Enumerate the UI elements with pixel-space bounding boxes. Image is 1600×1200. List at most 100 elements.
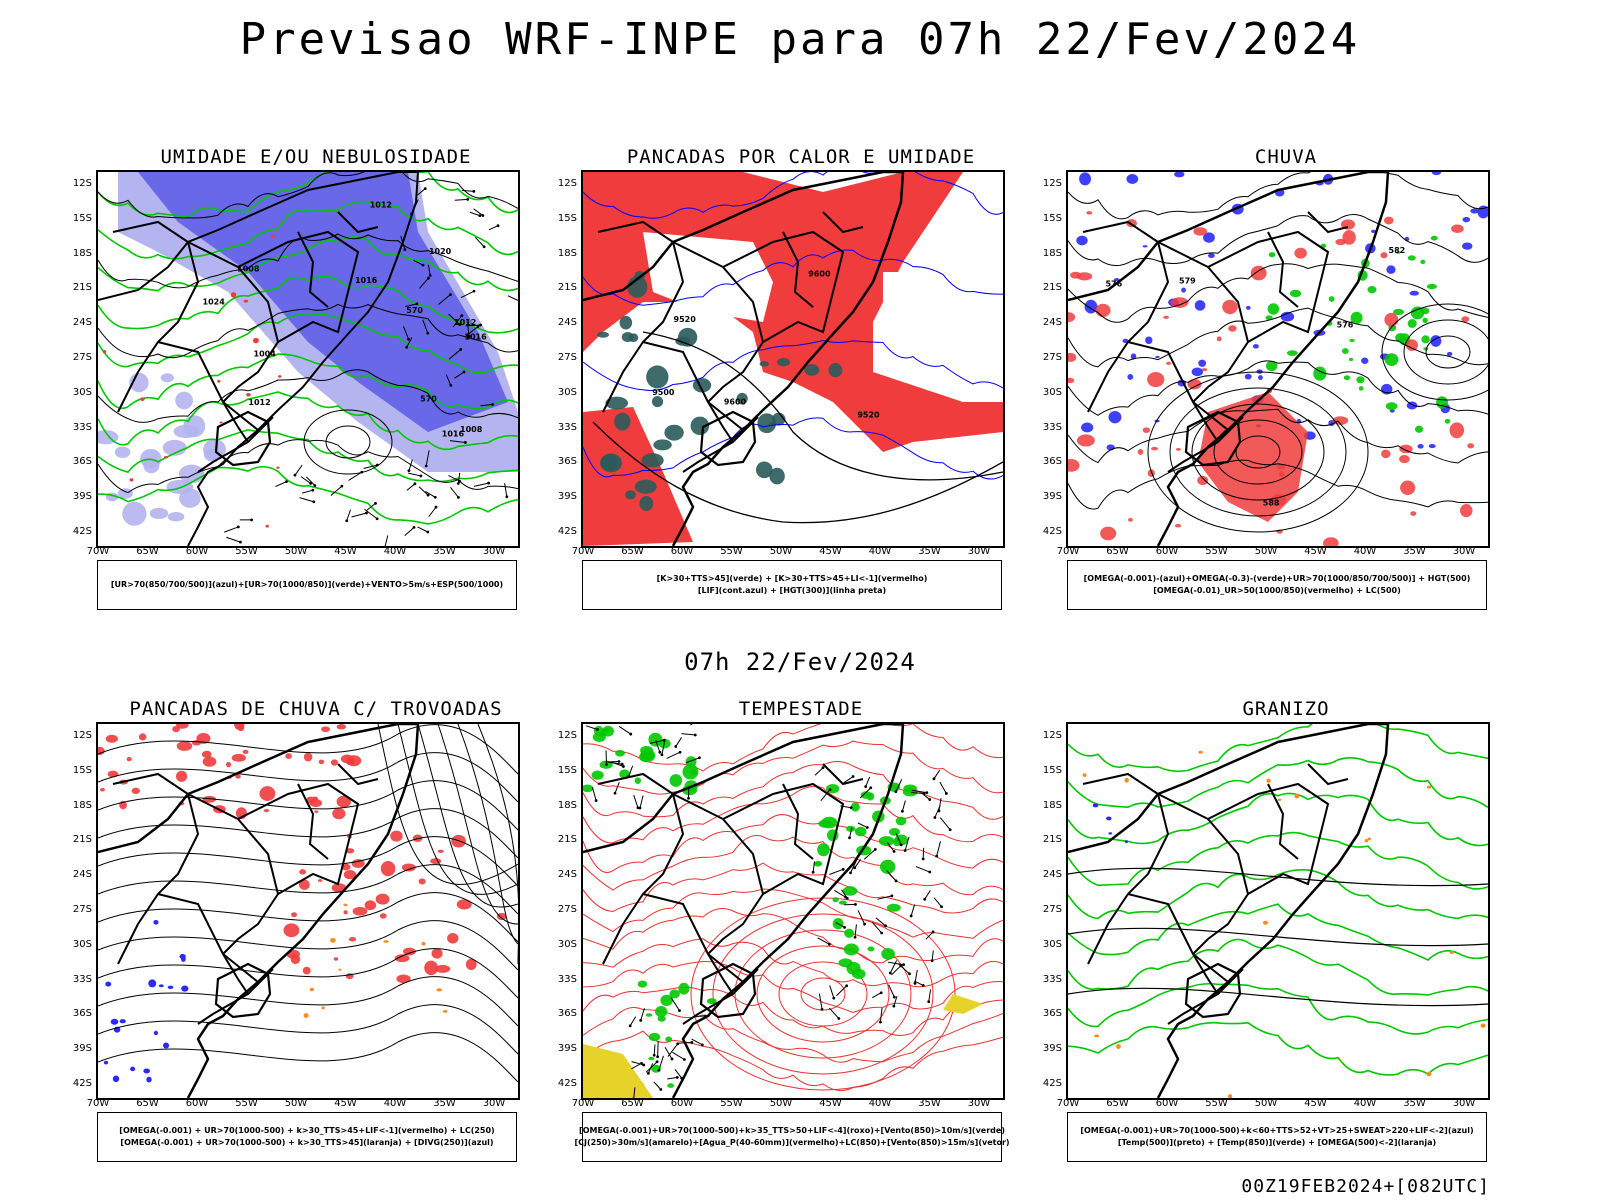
wind-vector-head (927, 1000, 931, 1004)
omega-green-speckle (1289, 289, 1302, 298)
country-border (1082, 772, 1170, 965)
wind-vector (450, 486, 459, 498)
wind-vector (925, 931, 934, 940)
thunder-red-area (126, 757, 132, 762)
wind-vector-head (476, 325, 480, 328)
omega-green-speckle (1392, 308, 1404, 315)
uruguay-border (699, 410, 757, 467)
wind-vector-head (922, 792, 926, 795)
thunder-red-area (364, 900, 377, 911)
wind-vector-head (491, 403, 494, 406)
legend-line: [OMEGA(-0.01)_UR>50(1000/850)(vermelho) … (1153, 586, 1401, 595)
lifted-index-contour (583, 249, 1003, 306)
thunder-red-area (235, 774, 241, 779)
longitude-tick-label: 70W (571, 1098, 595, 1109)
wind-vector-head (459, 348, 463, 351)
wind-vector (834, 889, 846, 898)
contour-label: 582 (1389, 246, 1406, 255)
latitude-tick-label: 12S (557, 730, 577, 741)
wind850-green-area (888, 827, 901, 836)
wind-vector (877, 895, 893, 900)
wind-vector-head (613, 791, 617, 795)
wind-vector-head (426, 530, 430, 534)
panel-title: GRANIZO (1242, 698, 1330, 720)
wind-vector (454, 198, 468, 201)
longitude-tick-label: 35W (1403, 1098, 1426, 1109)
latitude-tick-label: 21S (557, 282, 577, 294)
wind850-green-area (850, 802, 860, 812)
thickness-mark (278, 375, 282, 378)
humidity-patch (149, 507, 169, 519)
moisture-teal-area (619, 315, 633, 330)
wind-vector (933, 897, 942, 908)
humidity-green-contour (98, 200, 518, 260)
longitude-tick-label: 35W (918, 1098, 941, 1109)
rain-red-speckle (1068, 312, 1076, 323)
wind-vector (657, 1041, 659, 1057)
wind-vector-head (293, 473, 297, 477)
country-border (297, 783, 329, 860)
wind-vector (910, 904, 916, 917)
wind-vector (814, 767, 824, 776)
wind-vector-head (892, 850, 896, 853)
omega-blue-speckle (1258, 375, 1263, 381)
thunder-red-area (201, 750, 212, 758)
thunder-red-area (309, 799, 323, 808)
wind-vector-head (902, 963, 906, 967)
pressure-contour (98, 172, 518, 219)
latitude-tick-label: 12S (72, 730, 92, 741)
wind-vector-head (433, 495, 437, 499)
latitude-tick-label: 39S (1042, 1043, 1062, 1055)
precipitable-water-contour (778, 961, 868, 1027)
wind-vector-head (944, 792, 948, 795)
wind-vector-head (930, 959, 934, 963)
divergence-blue-mark (181, 985, 189, 992)
wind-vector (448, 475, 460, 482)
latitude-tick-label: 30S (1042, 386, 1062, 398)
wind-vector-head (426, 493, 430, 497)
hgt500-contour (1068, 408, 1488, 464)
rain-red-speckle (1384, 312, 1399, 327)
moisture-teal-area (641, 453, 664, 468)
latitude-tick-label: 24S (1042, 869, 1062, 881)
wind-vector (504, 483, 508, 497)
panel-tempestade: TEMPESTADE 12S 15S 18S 21S 24S 27S 30S 33S 36S 39… (557, 698, 1041, 1188)
hgt500-contour (1169, 387, 1347, 517)
wind-vector (829, 985, 835, 999)
longitude-axis: 70W 65W 60W 55W 50W 45W 40W 35W 30W (87, 1098, 520, 1112)
wind-vector (633, 1087, 636, 1098)
moisture-teal-area (828, 363, 843, 378)
wind-vector (934, 805, 941, 818)
wind-vector (895, 833, 902, 846)
rain-red-speckle (1151, 446, 1159, 451)
longitude-tick-label: 65W (621, 546, 644, 557)
wind-vector-head (880, 931, 884, 935)
omega-green-speckle (1286, 350, 1298, 356)
longitude-tick-label: 45W (334, 1098, 357, 1109)
wind-vector (488, 225, 499, 231)
contour-label: 1004 (254, 350, 277, 359)
omega500-orange-mark (1094, 1034, 1100, 1038)
country-border (722, 230, 845, 293)
wind-vector-head (933, 816, 937, 819)
wind-vector-head (853, 935, 857, 939)
thunder-red-area (242, 749, 249, 755)
thunder-red-area (345, 848, 355, 854)
stable-area (643, 232, 773, 322)
longitude-tick-label: 30W (1452, 1098, 1476, 1109)
wind-vector-head (659, 1088, 663, 1091)
latitude-tick-label: 15S (72, 212, 92, 224)
wind-vector-head (479, 323, 482, 327)
rain-red-speckle (1410, 511, 1417, 516)
longitude-tick-label: 65W (1106, 1098, 1129, 1109)
streamline (98, 892, 518, 943)
wind-vector-head (899, 843, 903, 847)
longitude-tick-label: 50W (284, 1098, 308, 1109)
map-chuva: 576 579 576 588 582 (1066, 170, 1490, 548)
rain-red-speckle (1460, 504, 1473, 518)
country-border (672, 793, 765, 955)
rain-red-speckle (1342, 230, 1356, 245)
thunder-red-area (394, 954, 410, 963)
omega500-orange-mark (1449, 950, 1454, 954)
thunder-red-area (348, 936, 357, 942)
